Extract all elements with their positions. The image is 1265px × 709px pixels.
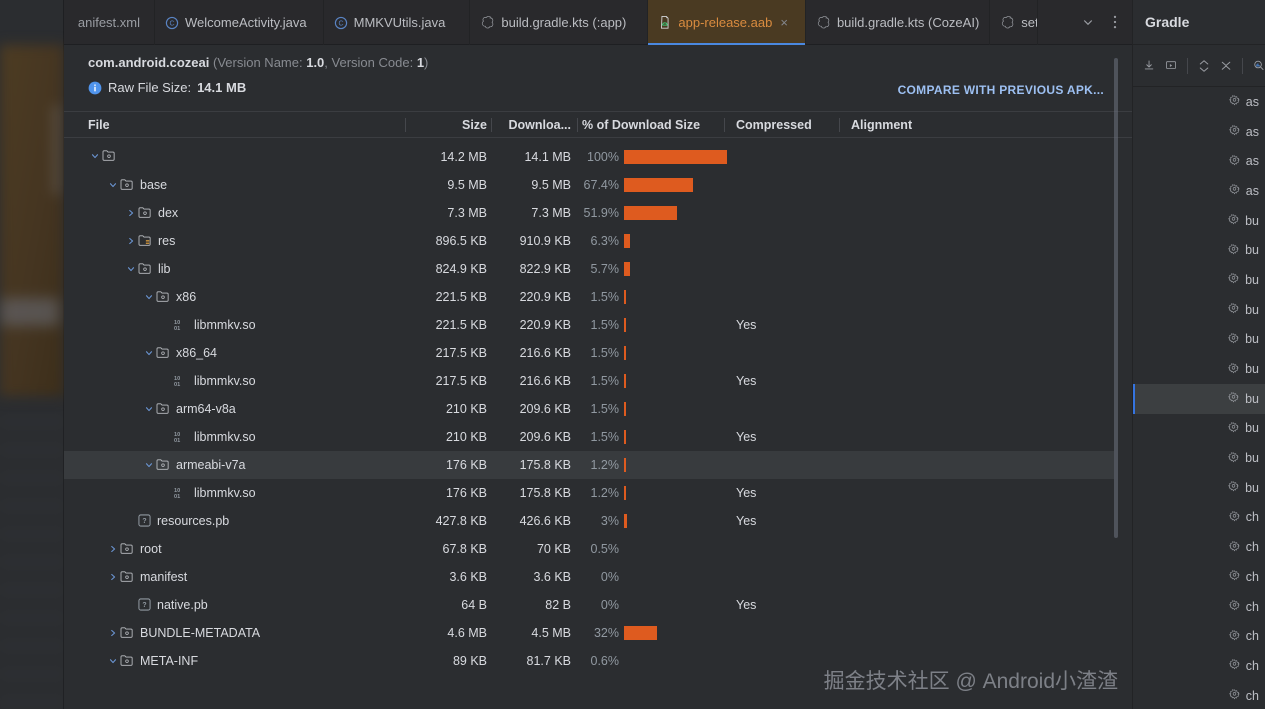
svg-text:C: C xyxy=(338,20,343,27)
svg-text:01: 01 xyxy=(174,382,180,387)
svg-text:C: C xyxy=(169,20,174,27)
svg-text:?: ? xyxy=(142,602,146,609)
svg-text:01: 01 xyxy=(174,326,180,331)
svg-text:01: 01 xyxy=(174,438,180,443)
svg-text:01: 01 xyxy=(174,494,180,499)
svg-text:?: ? xyxy=(142,518,146,525)
